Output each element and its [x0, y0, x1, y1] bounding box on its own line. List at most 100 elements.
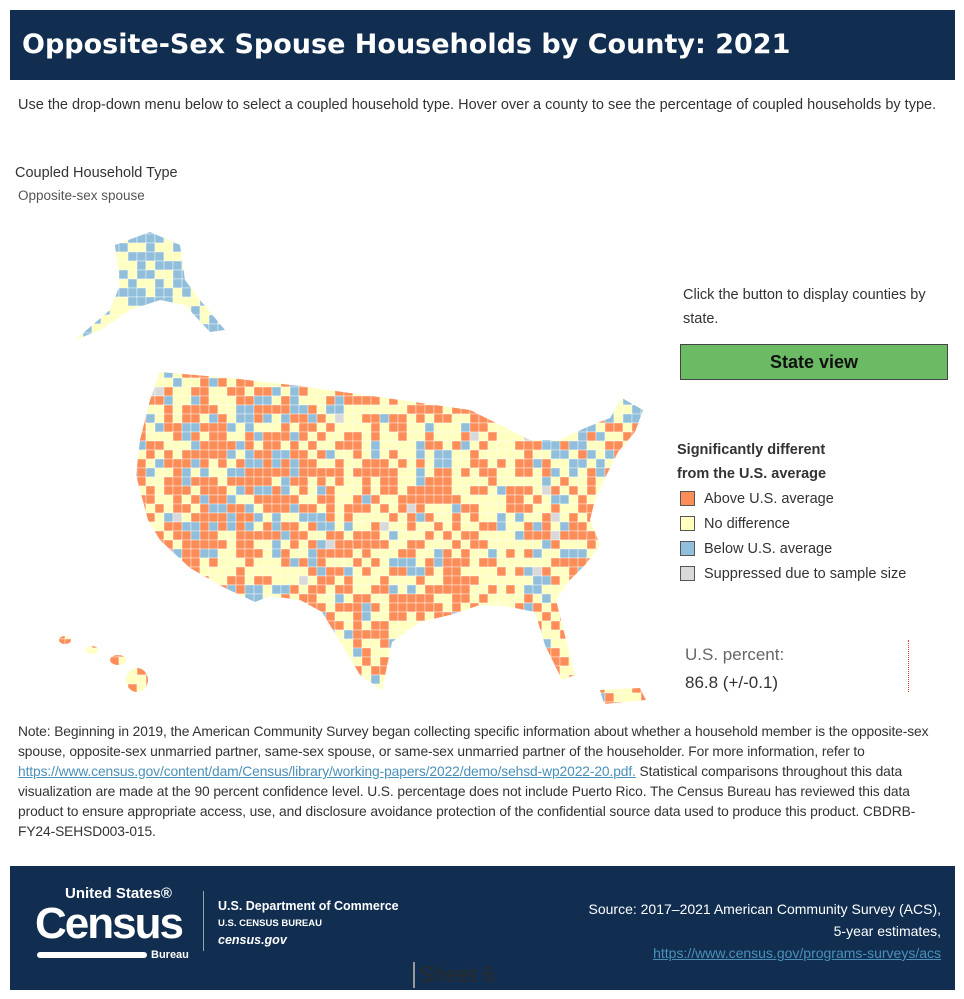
county-cell[interactable] — [262, 269, 273, 280]
county-cell[interactable] — [479, 711, 488, 715]
county-cell[interactable] — [352, 593, 363, 604]
county-cell[interactable] — [199, 503, 210, 514]
county-cell[interactable] — [56, 332, 66, 343]
county-cell[interactable] — [217, 368, 228, 379]
county-cell[interactable] — [650, 459, 659, 468]
county-cell[interactable] — [298, 584, 309, 595]
county-cell[interactable] — [127, 431, 138, 442]
county-cell[interactable] — [127, 296, 138, 307]
county-cell[interactable] — [181, 404, 192, 415]
county-cell[interactable] — [532, 539, 543, 550]
county-cell[interactable] — [253, 269, 264, 280]
county-cell[interactable] — [280, 539, 291, 550]
county-cell[interactable] — [568, 269, 579, 280]
county-cell[interactable] — [559, 656, 570, 667]
county-cell[interactable] — [136, 341, 147, 352]
county-cell[interactable] — [460, 323, 471, 334]
county-cell[interactable] — [613, 485, 624, 496]
county-cell[interactable] — [370, 323, 381, 334]
county-cell[interactable] — [541, 431, 552, 442]
county-cell[interactable] — [361, 575, 372, 586]
county-cell[interactable] — [631, 305, 642, 316]
county-cell[interactable] — [190, 233, 201, 244]
county-cell[interactable] — [577, 683, 588, 694]
county-cell[interactable] — [316, 278, 327, 289]
county-cell[interactable] — [163, 278, 174, 289]
county-cell[interactable] — [73, 476, 84, 487]
county-cell[interactable] — [505, 566, 516, 577]
county-cell[interactable] — [631, 530, 642, 541]
county-cell[interactable] — [91, 251, 102, 262]
county-cell[interactable] — [244, 287, 255, 298]
county-cell[interactable] — [586, 359, 597, 370]
county-cell[interactable] — [622, 485, 633, 496]
county-cell[interactable] — [361, 314, 372, 325]
county-cell[interactable] — [181, 611, 192, 622]
county-cell[interactable] — [550, 350, 561, 361]
county-cell[interactable] — [640, 404, 650, 415]
county-cell[interactable] — [217, 225, 228, 235]
county-cell[interactable] — [334, 638, 345, 649]
county-cell[interactable] — [262, 584, 273, 595]
county-cell[interactable] — [73, 692, 84, 703]
county-cell[interactable] — [172, 602, 183, 613]
county-cell[interactable] — [325, 494, 336, 505]
county-cell[interactable] — [361, 665, 372, 676]
county-cell[interactable] — [163, 359, 174, 370]
county-cell[interactable] — [100, 269, 111, 280]
county-cell[interactable] — [244, 458, 255, 469]
county-cell[interactable] — [532, 629, 543, 640]
county-cell[interactable] — [550, 242, 561, 253]
county-cell[interactable] — [343, 602, 354, 613]
county-cell[interactable] — [163, 386, 174, 397]
county-cell[interactable] — [316, 638, 327, 649]
county-cell[interactable] — [100, 539, 111, 550]
county-cell[interactable] — [38, 612, 47, 621]
county-cell[interactable] — [208, 296, 219, 307]
county-cell[interactable] — [559, 530, 570, 541]
county-cell[interactable] — [613, 422, 624, 433]
county-cell[interactable] — [47, 270, 56, 279]
county-cell[interactable] — [136, 242, 147, 253]
county-cell[interactable] — [469, 386, 480, 397]
county-cell[interactable] — [415, 512, 426, 523]
county-cell[interactable] — [559, 395, 570, 406]
county-cell[interactable] — [442, 278, 453, 289]
county-cell[interactable] — [559, 647, 570, 658]
county-cell[interactable] — [586, 548, 597, 559]
county-cell[interactable] — [595, 530, 606, 541]
county-cell[interactable] — [397, 395, 408, 406]
county-cell[interactable] — [451, 656, 462, 667]
county-cell[interactable] — [262, 377, 273, 388]
county-cell[interactable] — [604, 359, 615, 370]
county-cell[interactable] — [496, 242, 507, 253]
county-cell[interactable] — [29, 315, 38, 324]
county-cell[interactable] — [235, 521, 246, 532]
county-cell[interactable] — [271, 278, 282, 289]
county-cell[interactable] — [47, 405, 56, 414]
county-cell[interactable] — [433, 557, 444, 568]
county-cell[interactable] — [379, 251, 390, 262]
county-cell[interactable] — [595, 593, 606, 604]
county-cell[interactable] — [613, 566, 624, 577]
county-cell[interactable] — [487, 701, 498, 711]
county-cell[interactable] — [226, 458, 237, 469]
county-cell[interactable] — [56, 413, 66, 424]
county-cell[interactable] — [298, 225, 309, 235]
county-cell[interactable] — [631, 341, 642, 352]
county-cell[interactable] — [650, 423, 659, 432]
county-cell[interactable] — [487, 602, 498, 613]
county-cell[interactable] — [595, 701, 606, 711]
county-cell[interactable] — [253, 386, 264, 397]
county-cell[interactable] — [478, 539, 489, 550]
county-cell[interactable] — [235, 386, 246, 397]
county-cell[interactable] — [253, 225, 264, 235]
county-cell[interactable] — [298, 242, 309, 253]
county-cell[interactable] — [163, 296, 174, 307]
county-cell[interactable] — [415, 656, 426, 667]
county-cell[interactable] — [163, 323, 174, 334]
county-cell[interactable] — [343, 530, 354, 541]
county-cell[interactable] — [91, 647, 102, 658]
county-cell[interactable] — [163, 530, 174, 541]
county-cell[interactable] — [568, 674, 579, 685]
